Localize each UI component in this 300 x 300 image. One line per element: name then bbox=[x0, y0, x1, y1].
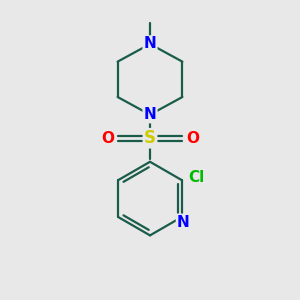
Text: S: S bbox=[144, 129, 156, 147]
Text: N: N bbox=[144, 37, 156, 52]
Text: N: N bbox=[144, 107, 156, 122]
Text: O: O bbox=[186, 131, 199, 146]
Text: Cl: Cl bbox=[188, 170, 205, 185]
Text: O: O bbox=[101, 131, 114, 146]
Text: N: N bbox=[177, 215, 190, 230]
